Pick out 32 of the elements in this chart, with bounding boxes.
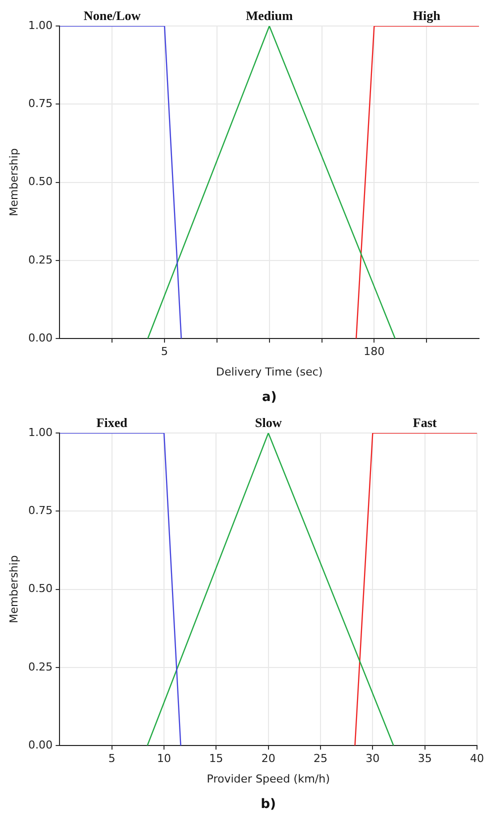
x-axis-title: Delivery Time (sec) bbox=[216, 365, 323, 378]
x-tick-label: 40 bbox=[470, 752, 484, 766]
text: b) bbox=[260, 797, 276, 812]
series-label: Fast bbox=[412, 415, 438, 430]
y-tick-label: 1.00 bbox=[28, 18, 53, 32]
y-tick-label: 0.50 bbox=[28, 175, 53, 188]
series-label: High bbox=[412, 8, 442, 23]
y-tick-label: 1.00 bbox=[28, 426, 53, 439]
y-tick-label: 0.00 bbox=[28, 738, 53, 752]
y-tick-label: 0.75 bbox=[28, 97, 53, 110]
x-axis-title: Provider Speed (km/h) bbox=[206, 772, 330, 786]
x-tick-label: 180 bbox=[364, 345, 385, 358]
series-label: Medium bbox=[246, 8, 293, 23]
x-tick-label: 5 bbox=[108, 752, 116, 766]
y-tick-label: 0.50 bbox=[28, 582, 53, 596]
y-axis-title: Membership bbox=[7, 555, 20, 624]
x-tick-label: 10 bbox=[157, 752, 172, 766]
text: a) bbox=[262, 390, 277, 405]
series-label: Fixed bbox=[96, 415, 128, 430]
y-tick-label: 0.25 bbox=[28, 660, 53, 674]
x-tick-label: 15 bbox=[209, 752, 224, 766]
y-axis-title: Membership bbox=[7, 148, 20, 216]
x-tick-label: 35 bbox=[418, 752, 432, 766]
y-tick-label: 0.00 bbox=[28, 331, 53, 344]
y-tick-label: 0.25 bbox=[28, 253, 53, 266]
series-label: Slow bbox=[254, 415, 282, 430]
x-tick-label: 25 bbox=[314, 752, 328, 766]
x-tick-label: 5 bbox=[161, 345, 168, 358]
x-tick-label: 20 bbox=[261, 752, 276, 766]
x-tick-label: 30 bbox=[366, 752, 380, 766]
series-label: None/Low bbox=[84, 8, 142, 23]
y-tick-label: 0.75 bbox=[28, 504, 53, 518]
